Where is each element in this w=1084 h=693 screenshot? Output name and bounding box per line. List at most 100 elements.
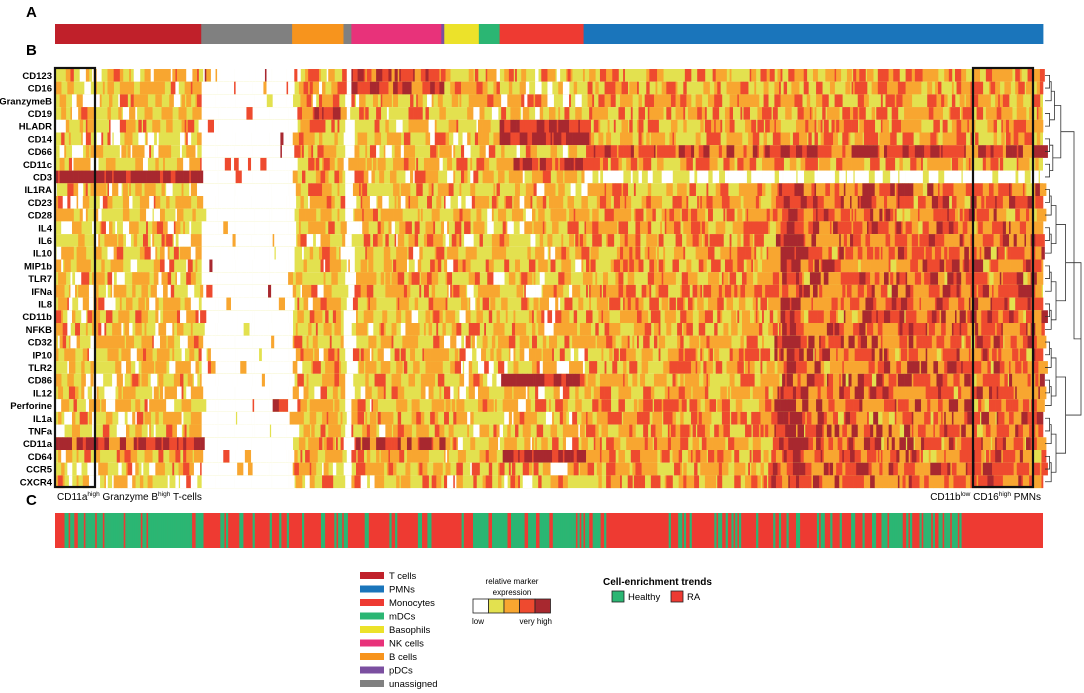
legend-label-unassigned: unassigned bbox=[389, 679, 438, 690]
enrichment-tick bbox=[862, 513, 865, 548]
enrichment-tick bbox=[87, 513, 90, 548]
row-label-ifna: IFNa bbox=[31, 287, 52, 298]
heatmap-row-cd28 bbox=[55, 208, 1047, 222]
enrichment-tick bbox=[528, 513, 531, 548]
expression-title-line1: relative marker bbox=[486, 577, 539, 586]
row-label-nfkb: NFKB bbox=[26, 325, 53, 336]
enrichment-tick bbox=[889, 513, 892, 548]
legend-swatch-nk-cells bbox=[360, 639, 384, 647]
row-label-cd86: CD86 bbox=[28, 376, 52, 387]
dendrogram bbox=[1045, 74, 1082, 483]
enrichment-tick bbox=[165, 513, 168, 548]
enrichment-tick bbox=[898, 513, 901, 548]
heatmap-row-tlr7 bbox=[55, 272, 1044, 285]
enrichment-tick bbox=[121, 513, 124, 548]
enrichment-tick bbox=[929, 513, 932, 548]
expression-title-line2: expression bbox=[493, 588, 532, 597]
dendrogram-branch bbox=[1045, 271, 1052, 292]
enrichment-tick bbox=[269, 513, 272, 548]
enrichment-tick bbox=[541, 513, 544, 548]
cell-type-segment-unassigned bbox=[343, 24, 352, 44]
row-label-hladr: HLADR bbox=[19, 122, 52, 133]
highlight-label-tcells: CD11ahigh Granzyme Bhigh T-cells bbox=[57, 491, 202, 503]
legend-swatch-mdcs bbox=[360, 612, 384, 620]
enrichment-tick bbox=[85, 513, 88, 548]
heatmap-row-cd16 bbox=[55, 81, 1044, 95]
expression-scale-box bbox=[519, 598, 536, 614]
legend-swatch-monocytes bbox=[360, 599, 384, 606]
enrichment-tick bbox=[338, 513, 341, 548]
enrichment-tick bbox=[910, 513, 913, 548]
enrichment-tick bbox=[714, 513, 717, 548]
enrichment-tick bbox=[581, 513, 584, 548]
enrichment-tick bbox=[927, 513, 930, 548]
heatmap-row-il10 bbox=[55, 246, 1045, 260]
cell-type-segment-monocytes bbox=[499, 24, 584, 44]
healthy-swatch bbox=[611, 590, 625, 603]
row-label-il4: IL4 bbox=[38, 223, 52, 234]
dendrogram-branch bbox=[1051, 281, 1057, 321]
enrichment-tick bbox=[322, 513, 326, 548]
legend-swatch-t-cells bbox=[360, 572, 384, 579]
expression-high-label: very high bbox=[520, 617, 552, 626]
enrichment-tick bbox=[955, 513, 958, 548]
enrichment-tick bbox=[598, 513, 601, 548]
enrichment-tick bbox=[91, 513, 94, 548]
dendrogram-branch bbox=[1045, 74, 1050, 89]
row-label-cd19: CD19 bbox=[28, 109, 52, 120]
panel-letter-a: A bbox=[26, 4, 37, 21]
enrichment-tick bbox=[134, 513, 137, 548]
row-label-il6: IL6 bbox=[38, 236, 52, 247]
enrichment-tick bbox=[816, 513, 820, 548]
enrichment-tick bbox=[830, 513, 833, 548]
dendrogram-branch bbox=[1045, 163, 1050, 178]
enrichment-tick bbox=[573, 513, 576, 548]
enrichment-tick bbox=[226, 513, 229, 548]
row-label-tnfa: TNFa bbox=[28, 427, 52, 438]
enrichment-tick bbox=[389, 513, 392, 548]
heatmap-row-cd32 bbox=[55, 335, 1047, 349]
heatmap-row-cd11a bbox=[55, 437, 1047, 450]
enrichment-tick bbox=[797, 513, 801, 548]
enrichment-tick bbox=[756, 513, 759, 548]
enrichment-tick bbox=[138, 513, 141, 548]
legend-label-b-cells: B cells bbox=[389, 652, 417, 663]
enrichment-tick bbox=[66, 513, 69, 548]
row-label-cd3: CD3 bbox=[33, 173, 52, 184]
row-label-tlr2: TLR2 bbox=[28, 363, 52, 374]
enrichment-tick bbox=[885, 513, 888, 548]
enrichment-tick bbox=[773, 513, 776, 548]
enrichment-tick bbox=[516, 513, 519, 548]
enrichment-tick bbox=[545, 513, 548, 548]
heatmap-row-il6 bbox=[55, 234, 1045, 247]
enrichment-tick bbox=[689, 513, 692, 548]
enrichment-tick bbox=[678, 513, 681, 548]
enrichment-tick bbox=[239, 513, 242, 548]
cell-type-segment-pmns bbox=[583, 24, 1044, 44]
enrichment-tick bbox=[894, 513, 897, 548]
cell-type-segment-pdcs bbox=[441, 24, 445, 44]
legend-swatch-basophils bbox=[360, 626, 384, 633]
enrichment-tick bbox=[953, 513, 956, 548]
enrichment-tick bbox=[132, 513, 136, 548]
enrichment-tick bbox=[892, 513, 896, 548]
expression-scale-box bbox=[488, 598, 505, 614]
dendrogram-branch bbox=[1051, 205, 1057, 245]
enrichment-tick bbox=[157, 513, 160, 548]
row-label-granzymeb: GranzymeB bbox=[0, 96, 52, 107]
heatmap-row-il12 bbox=[55, 386, 1047, 400]
heatmap-row-ip10 bbox=[55, 348, 1044, 362]
legend-label-pmns: PMNs bbox=[389, 585, 415, 596]
expression-scale bbox=[472, 598, 551, 614]
enrichment-tick bbox=[64, 513, 67, 548]
enrichment-tick bbox=[919, 513, 922, 548]
row-label-perforine: Perforine bbox=[10, 401, 52, 412]
enrichment-tick bbox=[334, 513, 337, 548]
enrichment-tick bbox=[77, 513, 80, 548]
enrichment-tick bbox=[473, 513, 476, 548]
enrichment-tick bbox=[585, 513, 588, 548]
heatmap-row-cd19 bbox=[55, 107, 1043, 120]
enrichment-tick bbox=[539, 513, 542, 548]
enrichment-tick bbox=[131, 513, 134, 548]
